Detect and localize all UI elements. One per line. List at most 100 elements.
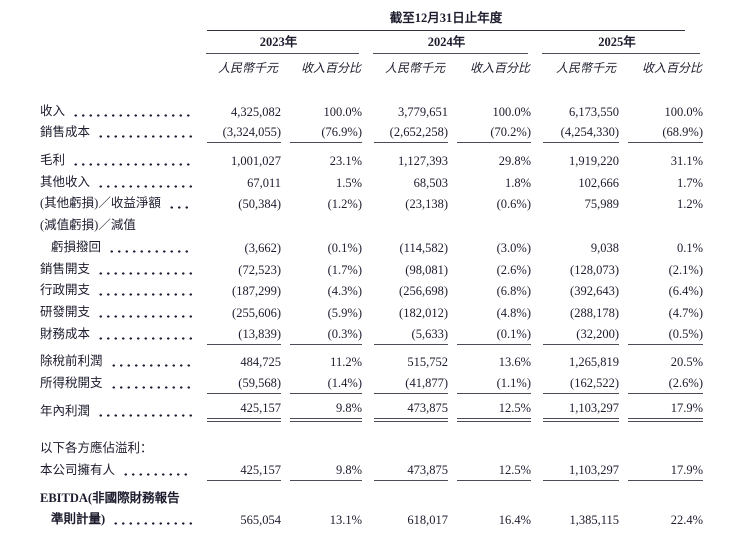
- percent-cell: (4.7%): [619, 301, 703, 323]
- cell-value: (4.3%): [327, 284, 362, 299]
- table-row: (減值虧損)／減值: [40, 214, 703, 236]
- table-row: 以下各方應佔溢利：: [40, 438, 703, 460]
- amount-cell: 565,054: [195, 509, 281, 531]
- dot-leader: [108, 375, 193, 392]
- percent-cell: 16.4%: [448, 509, 531, 531]
- amount-cell: (2,652,258): [362, 122, 448, 144]
- amount-cell: 9,038: [531, 236, 619, 258]
- percent-cell: (2.6%): [619, 372, 704, 394]
- row-label-cell: 收入: [40, 100, 195, 122]
- amount-cell: 1,103,297: [531, 400, 619, 422]
- row-spacer: [40, 422, 703, 438]
- percent-cell: 0.1%: [619, 236, 703, 258]
- cell-value: (3,324,055): [207, 125, 281, 144]
- amount-header-cell: 人民幣千元: [195, 54, 281, 81]
- empty-cell: [40, 31, 195, 54]
- cell-value: (50,384): [238, 197, 281, 212]
- amount-cell: (59,568): [195, 372, 281, 394]
- year-2025-label: 2025年: [598, 35, 636, 49]
- dot-leader: [166, 195, 193, 212]
- amount-cell: 473,875: [362, 459, 448, 481]
- cell-value: (255,606): [232, 305, 281, 320]
- cell-value: 3,779,651: [398, 104, 448, 119]
- cell-value: (5.9%): [327, 305, 362, 320]
- amount-cell: (5,633): [362, 323, 448, 345]
- row-label-text: 研發開支: [40, 304, 91, 319]
- cell-value: (68.9%): [628, 125, 704, 144]
- percent-cell: (4.8%): [448, 301, 531, 323]
- cell-value: (59,568): [207, 376, 281, 394]
- cell-value: (70.2%): [457, 125, 531, 144]
- cell-value: (288,178): [570, 305, 619, 320]
- cell-value: (4.7%): [668, 305, 704, 320]
- cell-value: (2,652,258): [374, 125, 448, 144]
- year-2023-cell: 2023年: [195, 31, 362, 54]
- dot-leader: [95, 174, 192, 191]
- row-label: 年內利潤: [40, 403, 195, 422]
- row-label: (減值虧損)／減值: [40, 217, 195, 236]
- percent-cell: (76.9%): [281, 122, 362, 144]
- cell-value: (0.3%): [290, 327, 362, 345]
- percent-cell: (2.6%): [448, 258, 531, 280]
- row-label: 收入: [40, 103, 195, 122]
- year-2024-rule: [373, 53, 528, 54]
- row-label: 毛利: [40, 152, 195, 171]
- cell-value: (256,698): [399, 284, 448, 299]
- row-label-cell: 財務成本: [40, 323, 195, 345]
- row-label: 其他收入: [40, 174, 195, 193]
- amount-column-header: 人民幣千元: [217, 61, 278, 75]
- percent-cell: (70.2%): [448, 122, 531, 144]
- row-label: 研發開支: [40, 304, 195, 323]
- year-header-row: 2023年 2024年 2025年: [40, 31, 703, 54]
- row-label: 本公司擁有人: [40, 462, 195, 481]
- amount-cell: (3,324,055): [195, 122, 281, 144]
- row-label: 虧損撥回: [40, 239, 195, 258]
- table-row: 其他收入 67,011 1.5% 68,503 1.8% 102,666 1.7%: [40, 171, 703, 193]
- year-2025-cell: 2025年: [531, 31, 703, 54]
- amount-cell: (98,081): [362, 258, 448, 280]
- amount-cell: [195, 438, 281, 460]
- percent-cell: [448, 438, 531, 460]
- cell-value: 6,173,550: [569, 104, 619, 119]
- cell-value: 12.5%: [457, 463, 531, 481]
- percent-cell: 13.6%: [448, 351, 531, 373]
- amount-cell: 1,103,297: [531, 459, 619, 481]
- percent-cell: (5.9%): [281, 301, 362, 323]
- row-label-cell: 本公司擁有人: [40, 459, 195, 481]
- cell-value: 23.1%: [329, 154, 362, 169]
- percent-cell: 9.8%: [281, 459, 362, 481]
- amount-cell: (3,662): [195, 236, 281, 258]
- cell-value: 1.5%: [335, 175, 362, 190]
- year-2023-label: 2023年: [259, 35, 298, 49]
- row-label: 銷售成本: [40, 124, 195, 143]
- cell-value: (0.6%): [496, 197, 531, 212]
- cell-value: 100.0%: [323, 104, 362, 119]
- amount-cell: 67,011: [195, 171, 281, 193]
- amount-cell: (187,299): [195, 280, 281, 302]
- percent-cell: (0.3%): [281, 323, 362, 345]
- percent-cell: [281, 487, 362, 509]
- cell-value: 100.0%: [664, 104, 704, 119]
- percent-cell: (0.6%): [448, 193, 531, 215]
- cell-value: 1,103,297: [543, 401, 619, 422]
- table-body: 收入 4,325,082 100.0% 3,779,651 100.0% 6,173,55…: [40, 100, 704, 531]
- percent-cell: 17.9%: [619, 459, 704, 481]
- cell-value: 11.2%: [330, 355, 362, 370]
- percent-cell: (1.4%): [281, 372, 362, 394]
- dot-leader: [95, 124, 192, 141]
- amount-header-cell: 人民幣千元: [531, 54, 619, 81]
- cell-value: 425,157: [207, 463, 281, 481]
- amount-cell: (182,012): [362, 301, 448, 323]
- cell-value: 68,503: [413, 175, 448, 190]
- cell-value: 9,038: [590, 240, 619, 255]
- cell-value: (4.8%): [496, 305, 531, 320]
- percent-cell: [448, 214, 531, 236]
- amount-cell: (392,643): [531, 280, 619, 302]
- percent-cell: [619, 214, 703, 236]
- amount-cell: 68,503: [362, 171, 448, 193]
- row-label-text: 準則計量): [51, 512, 106, 527]
- amount-cell: 1,385,115: [531, 509, 619, 531]
- row-label: EBITDA(非國際財務報告: [40, 490, 195, 509]
- percent-cell: 9.8%: [281, 400, 362, 422]
